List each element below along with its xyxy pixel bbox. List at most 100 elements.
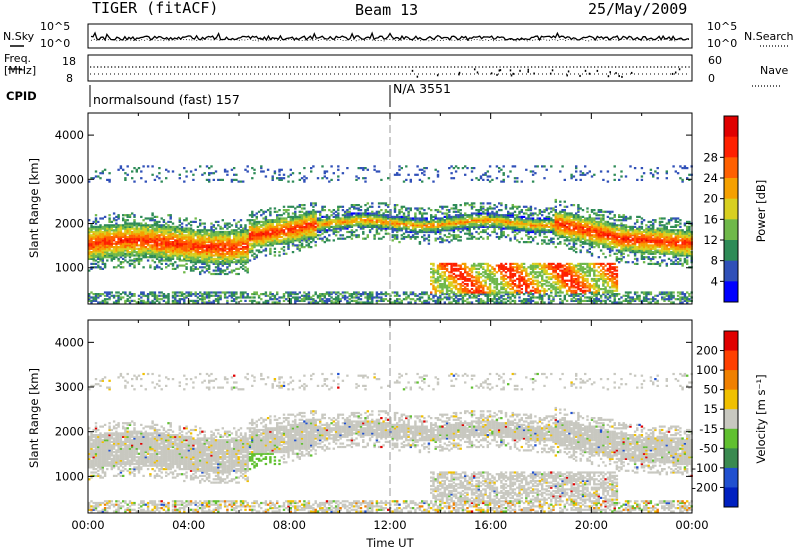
power-cell <box>115 294 118 297</box>
power-cell <box>101 251 104 254</box>
power-cell <box>289 205 292 208</box>
power-cell <box>115 242 118 245</box>
power-cell <box>137 239 141 242</box>
power-cell <box>122 227 125 230</box>
power-cell <box>112 251 116 254</box>
power-cell <box>233 298 236 301</box>
power-cell <box>522 205 526 208</box>
power-cell <box>484 215 487 218</box>
power-cell <box>400 210 403 213</box>
power-cell <box>208 299 211 302</box>
power-cell <box>445 205 449 208</box>
power-cell <box>235 272 238 276</box>
power-cell <box>149 251 152 254</box>
power-cell <box>382 293 385 296</box>
power-cell <box>214 291 218 294</box>
power-cell <box>341 234 345 237</box>
power-cell <box>273 294 277 297</box>
power-cell <box>235 267 238 270</box>
power-cell <box>248 232 252 235</box>
power-cell <box>178 224 181 227</box>
power-cell <box>137 234 141 237</box>
power-cell <box>199 272 202 276</box>
power-cell <box>470 167 474 170</box>
power-cell <box>353 234 356 237</box>
power-cell <box>146 293 150 296</box>
power-cell <box>165 252 168 255</box>
power-cell <box>482 271 485 274</box>
power-cell <box>146 235 150 239</box>
power-cell <box>432 267 435 270</box>
power-cell <box>94 241 98 244</box>
power-cell <box>88 298 91 301</box>
power-cell <box>94 249 98 252</box>
power-cell <box>418 217 422 220</box>
power-cell <box>162 293 166 296</box>
power-cell <box>205 247 209 250</box>
power-cell <box>464 299 467 302</box>
power-cell <box>454 234 458 237</box>
power-cell <box>171 241 175 244</box>
power-cell <box>400 205 403 208</box>
power-cell <box>418 229 422 232</box>
power-cell <box>180 244 184 247</box>
power-cell <box>359 212 363 215</box>
power-cell <box>482 266 485 269</box>
power-cell <box>133 232 136 235</box>
power-cell <box>208 234 211 237</box>
power-cell <box>106 259 109 262</box>
power-cell <box>493 272 496 276</box>
power-cell <box>165 229 168 232</box>
power-cell <box>99 217 102 220</box>
power-cell <box>185 170 188 173</box>
power-cell <box>205 267 209 270</box>
power-cell <box>411 291 415 294</box>
power-cell <box>153 301 157 304</box>
power-cell <box>364 204 367 207</box>
power-cell <box>92 299 95 302</box>
power-cell <box>452 207 456 210</box>
power-cell <box>137 232 141 235</box>
power-cell <box>402 212 406 215</box>
power-cell <box>160 298 163 301</box>
power-cell <box>350 212 354 215</box>
power-cell <box>217 272 220 276</box>
power-cell <box>135 251 138 254</box>
power-cell <box>153 229 157 232</box>
power-cell <box>208 251 211 254</box>
power-cell <box>260 251 263 254</box>
noise-sky-trace <box>90 31 689 42</box>
freq-dropout <box>499 69 502 72</box>
power-cell <box>244 168 247 171</box>
power-cell <box>400 227 403 230</box>
power-cell <box>210 222 213 225</box>
power-cell <box>364 296 367 299</box>
power-cell <box>466 298 469 301</box>
power-cell <box>387 177 390 180</box>
power-cell <box>280 224 283 227</box>
power-cell <box>88 296 91 299</box>
power-cell <box>203 271 206 274</box>
power-cell <box>203 229 206 232</box>
power-cell <box>201 234 204 237</box>
power-cell <box>144 241 147 244</box>
power-cell <box>303 204 306 207</box>
power-cell <box>140 222 143 225</box>
power-cell <box>230 168 234 171</box>
power-cell <box>178 252 181 255</box>
power-cell <box>187 222 191 225</box>
power-cell <box>312 294 315 297</box>
power-cell <box>520 284 523 287</box>
power-cell <box>235 178 238 181</box>
power-cell <box>393 215 397 218</box>
power-cell <box>212 224 215 227</box>
power-cell <box>126 254 129 257</box>
power-cell <box>269 291 272 294</box>
power-cell <box>158 239 161 242</box>
power-cell <box>504 262 508 265</box>
power-cell <box>235 229 238 232</box>
power-cell <box>162 227 166 230</box>
power-cell <box>160 242 163 245</box>
power-cell <box>486 170 489 173</box>
power-cell <box>131 232 134 235</box>
